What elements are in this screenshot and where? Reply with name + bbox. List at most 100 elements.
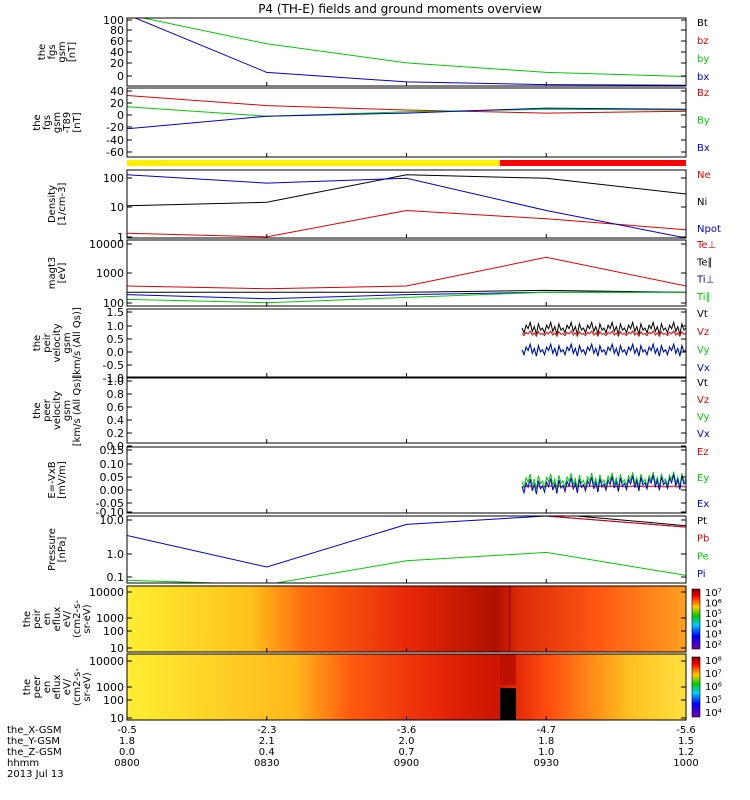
legend-entry: Ez (697, 447, 709, 458)
y-axis-label-line: -T89 (62, 112, 73, 134)
heatmap-dark-band (500, 654, 516, 685)
series-Vz (521, 330, 686, 338)
y-axis-label-line: [km/s (All Qs)] (72, 375, 83, 447)
legend-entry: Vx (697, 363, 710, 374)
panel-4: Te⊥ Te∥ Ti⊥ Ti∥ 10000 1000 100 magt3[eV] (47, 238, 716, 310)
heatmap-gap (500, 688, 516, 720)
panel-7: Ez Ey Ex 0.150.100.050.00-0.05-0.10 E=-VxB[m… (47, 444, 709, 519)
footer-value: -4.7 (536, 725, 556, 736)
series-bx (133, 18, 686, 86)
panels-layer: Btbzbybx100806040200thefgsgsm[nT]BzByBx4… (7, 14, 722, 780)
y-tick-label: 10 (110, 712, 124, 725)
y-axis-label-line: peer (42, 398, 53, 422)
colorbar (691, 588, 701, 650)
panel-frame (126, 239, 687, 307)
footer-value: 0.4 (259, 747, 275, 758)
colorbar-label: 10⁷ (705, 669, 722, 680)
series-Ey (521, 471, 686, 490)
footer-value: -3.6 (397, 725, 417, 736)
y-tick-label: 10000 (89, 586, 124, 599)
footer-value: 1.8 (538, 736, 554, 747)
y-axis-label-line: Density (47, 185, 58, 223)
footer-value: 0800 (114, 758, 139, 769)
y-axis-label: E=-VxB[mV/m] (47, 461, 68, 499)
series-Npot (127, 174, 686, 238)
series-Bz (127, 95, 686, 114)
footer-value: 1.5 (678, 736, 694, 747)
y-axis-label: thefgsgsm[nT] (37, 41, 78, 62)
footer-row-label: the_X-GSM (7, 725, 61, 736)
y-axis-label: thepeervelocitygsm[km/s (All Qs)] (32, 375, 83, 447)
footer-value: 2.0 (399, 736, 415, 747)
y-axis-label-line: velocity (52, 391, 63, 430)
y-axis-label: thepeirenefluxeV/(cm2-s-sr-eV) (22, 600, 93, 638)
y-tick-label: -40 (106, 134, 124, 147)
legend-entry: Pe (697, 551, 709, 562)
panel-frame (126, 17, 687, 87)
y-axis-label-line: velocity (52, 323, 63, 362)
legend-entry: Vt (697, 378, 708, 389)
legend-entry: Bz (697, 88, 709, 99)
y-axis-label: magt3[eV] (47, 257, 68, 290)
y-tick-label: 1 (117, 231, 124, 244)
y-tick-label: 100 (103, 14, 124, 27)
y-axis-label-line: peer (32, 675, 43, 699)
y-tick-label: 0.15 (100, 444, 125, 457)
legend-entry: Vt (697, 309, 708, 320)
colorbar-label: 10⁴ (705, 619, 722, 630)
y-tick-label: 0.8 (107, 388, 125, 401)
legend-entry: Npot (697, 224, 721, 235)
footer-value: 0930 (534, 758, 559, 769)
y-axis-label-line: magt3 (47, 257, 58, 290)
y-axis-label: Pressure[nPa] (47, 528, 68, 571)
series-Bx (127, 107, 686, 130)
y-tick-label: 80 (110, 24, 124, 37)
y-tick-label: 0.00 (100, 484, 125, 497)
y-axis-label-line: fgs (42, 115, 53, 130)
footer-value: -5.6 (676, 725, 696, 736)
colorbar-label: 10⁷ (705, 588, 722, 599)
y-tick-label: 1.0 (107, 320, 125, 333)
y-axis-label-line: the (32, 114, 43, 130)
series-Pi (127, 516, 686, 568)
legend-entry: bx (697, 72, 709, 83)
y-tick-label: 100 (103, 297, 124, 310)
colorbar-label: 10⁸ (705, 656, 722, 667)
y-axis-label-line: the (22, 611, 33, 627)
y-tick-label: 40 (110, 85, 124, 98)
series-by (140, 18, 686, 77)
colorbar-label: 10⁵ (705, 609, 722, 620)
y-axis-label-line: [nT] (67, 42, 78, 62)
panel-5: VtVzVyVx1.51.00.50.0-0.5-1.0thepeirveloc… (32, 306, 710, 385)
y-axis-label-line: en (42, 681, 53, 694)
footer-value: -0.5 (117, 725, 137, 736)
y-tick-label: 60 (110, 35, 124, 48)
footer-value: 0900 (394, 758, 419, 769)
legend-entry: Bx (697, 143, 710, 154)
mode-bar-red (500, 160, 686, 166)
y-axis-label-line: [nT] (72, 112, 83, 132)
y-axis-label-line: [mV/m] (57, 461, 68, 499)
heatmap-image (127, 586, 686, 652)
y-axis-label-line: [nPa] (57, 536, 68, 562)
series-Ex (521, 474, 686, 495)
y-axis-label-line: the (32, 335, 43, 351)
y-axis-label-line: eV/ (62, 678, 73, 695)
y-axis-label: Density[1/cm-3] (47, 183, 68, 226)
series-Te⊥ (127, 256, 686, 290)
legend-entry: Vy (697, 345, 710, 356)
series-Pe (127, 551, 686, 583)
panel-9: 10⁷10⁶10⁵10⁴10³10²10000100010010thepeire… (22, 585, 722, 655)
y-axis-label-line: the (22, 679, 33, 695)
y-axis-label-line: (cm2-s- (72, 668, 83, 706)
legend-entry: Pt (697, 516, 707, 527)
legend-entry: Te∥ (696, 257, 713, 268)
legend-entry: Ex (697, 499, 709, 510)
panel-6: Vt Vz Vy Vx 1.00.80.60.40.20.0 thepeervelocit… (32, 375, 710, 453)
y-tick-label: 40 (110, 46, 124, 59)
series-Te∥ (127, 289, 686, 293)
legend-entry: Vz (697, 327, 709, 338)
colorbar-label: 10⁵ (705, 695, 722, 706)
